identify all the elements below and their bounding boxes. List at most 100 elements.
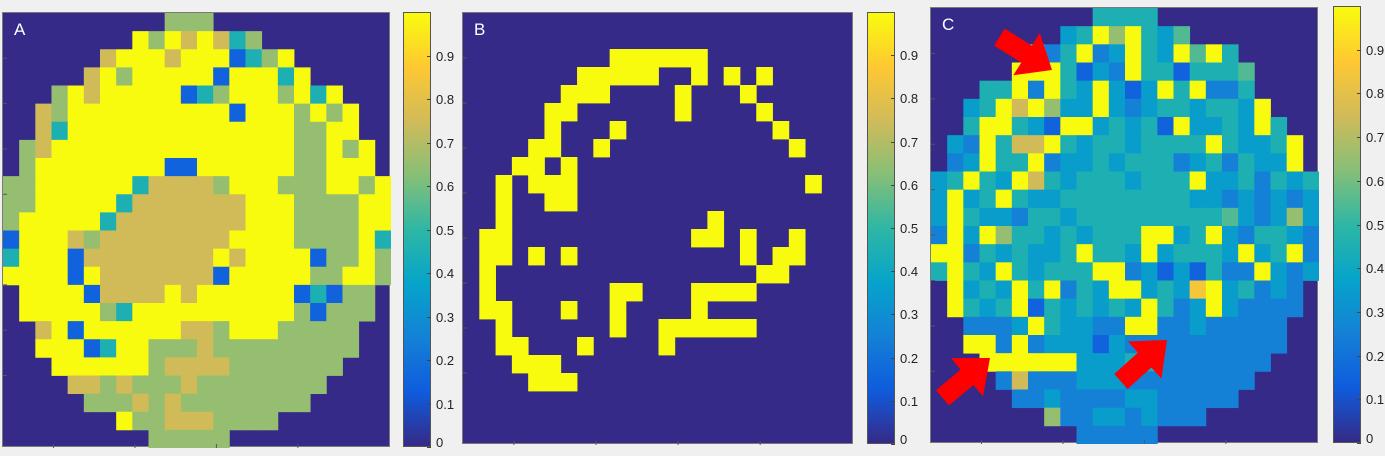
heatmap-cell	[35, 121, 52, 141]
heatmap-cell	[83, 375, 101, 395]
heatmap-cell	[180, 13, 198, 32]
heatmap-cell	[277, 49, 295, 68]
heatmap-cell	[1011, 298, 1029, 318]
heatmap-cell	[148, 194, 166, 213]
heatmap-cell	[51, 357, 69, 376]
heatmap-cell	[1011, 98, 1029, 118]
heatmap-cell	[979, 98, 997, 118]
heatmap-cell	[1254, 226, 1271, 245]
heatmap-cell	[51, 139, 69, 159]
heatmap-cell	[511, 355, 529, 374]
heatmap-cell	[229, 139, 246, 159]
heatmap-cell	[148, 176, 166, 195]
heatmap-cell	[739, 229, 757, 248]
heatmap-cell	[326, 339, 343, 358]
heatmap-cell	[739, 85, 757, 104]
heatmap-cell	[51, 212, 69, 231]
heatmap-cell	[67, 121, 85, 141]
heatmap-cell	[1060, 80, 1077, 100]
heatmap-cell	[100, 194, 117, 213]
colorbar-b	[867, 12, 895, 444]
heatmap-cell	[658, 337, 676, 356]
heatmap-cell	[132, 85, 149, 105]
heatmap-cell	[358, 212, 376, 231]
heatmap-cell	[132, 49, 149, 68]
heatmap-cell	[35, 303, 52, 322]
heatmap-cell	[1238, 244, 1255, 263]
heatmap-cell	[245, 393, 263, 413]
heatmap-cell	[1238, 62, 1255, 82]
heatmap-cell	[245, 357, 263, 376]
heatmap-cell	[1270, 244, 1288, 263]
heatmap-cell	[277, 176, 295, 195]
heatmap-cell	[1222, 189, 1239, 209]
heatmap-cell	[1173, 407, 1191, 427]
heatmap-cell	[1205, 335, 1223, 354]
heatmap-cell	[3, 248, 20, 268]
heatmap-cell	[1205, 244, 1223, 263]
heatmap-cell	[1173, 298, 1191, 318]
heatmap-cell	[1108, 407, 1126, 427]
heatmap-cell	[691, 301, 708, 320]
heatmap-cell	[116, 121, 133, 141]
heatmap-cell	[213, 266, 230, 286]
heatmap-cell	[739, 319, 757, 338]
heatmap-cell	[19, 230, 36, 250]
heatmap-cell	[642, 49, 659, 68]
heatmap-cell	[261, 303, 279, 322]
heatmap-cell	[213, 212, 230, 231]
heatmap-cell	[83, 339, 101, 358]
heatmap-cell	[164, 266, 182, 286]
heatmap-cell	[180, 121, 198, 141]
heatmap-cell	[1189, 117, 1207, 136]
heatmap-cell	[116, 411, 133, 431]
heatmap-cell	[1270, 316, 1288, 336]
heatmap-cell	[261, 139, 279, 159]
colorbar-tick-mark	[1357, 443, 1361, 444]
colorbar-tick-label: 0.8	[1366, 86, 1385, 102]
heatmap-cell	[1254, 207, 1271, 227]
heatmap-cell	[1238, 371, 1255, 390]
heatmap-cell	[707, 283, 725, 302]
heatmap-cell	[1189, 98, 1207, 118]
heatmap-cell	[691, 319, 708, 338]
heatmap-cell	[1222, 44, 1239, 63]
heatmap-cell	[772, 247, 790, 266]
heatmap-cell	[67, 357, 85, 376]
heatmap-cell	[1286, 226, 1304, 245]
heatmap-cell	[326, 230, 343, 250]
heatmap-cell	[83, 194, 101, 213]
heatmap-cell	[979, 80, 997, 100]
colorbar-tick-mark	[1357, 180, 1361, 182]
heatmap-cell	[51, 266, 69, 286]
heatmap-cell	[1173, 244, 1191, 263]
heatmap-cell	[995, 316, 1013, 336]
heatmap-cell	[132, 393, 149, 413]
heatmap-cell	[358, 158, 376, 177]
heatmap-cell	[197, 194, 214, 213]
heatmap-cell	[1108, 135, 1126, 154]
heatmap-cell	[148, 85, 166, 105]
colorbar-tick-mark	[891, 98, 895, 100]
heatmap-cell	[479, 247, 496, 266]
heatmap-cell	[374, 194, 391, 213]
heatmap-cell	[1157, 262, 1174, 281]
heatmap-cell	[67, 248, 85, 268]
colorbar-tick-label: 0.9	[436, 48, 455, 64]
heatmap-cell	[1173, 189, 1191, 209]
heatmap-cell	[495, 193, 513, 212]
heatmap-cell	[1028, 189, 1045, 209]
heatmap-cell	[979, 280, 997, 300]
heatmap-cell	[947, 171, 964, 191]
heatmap-cell	[1060, 298, 1077, 318]
heatmap-cell	[1011, 153, 1029, 172]
heatmap-cell	[229, 248, 246, 268]
heatmap-cell	[67, 139, 85, 159]
heatmap-cell	[1108, 389, 1126, 409]
heatmap-cell	[83, 176, 101, 195]
heatmap-cell	[164, 393, 182, 413]
heatmap-cell	[1157, 371, 1174, 390]
heatmap-cell	[1125, 389, 1142, 409]
colorbar-tick-mark	[427, 142, 431, 144]
heatmap-cell	[931, 244, 948, 263]
